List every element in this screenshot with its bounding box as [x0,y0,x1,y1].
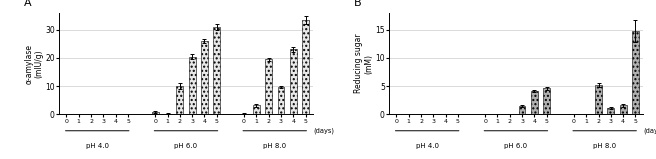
Text: pH 4.0: pH 4.0 [416,143,439,149]
Bar [265,59,272,114]
Y-axis label: Reducing sugar
(mM): Reducing sugar (mM) [354,34,374,93]
Bar [176,86,183,114]
Text: pH 8.0: pH 8.0 [593,143,616,149]
Bar [277,87,284,114]
Text: (days): (days) [644,128,656,134]
Text: pH 6.0: pH 6.0 [174,143,197,149]
Bar [302,20,309,114]
Bar [201,41,208,114]
Bar [543,88,550,114]
Bar [253,105,260,114]
Bar [620,105,626,114]
Bar [189,57,195,114]
Bar [152,112,159,114]
Bar [290,49,297,114]
Bar [607,108,614,114]
Text: pH 6.0: pH 6.0 [504,143,527,149]
Text: B: B [354,0,361,8]
Text: pH 8.0: pH 8.0 [263,143,286,149]
Text: (days): (days) [314,128,335,134]
Text: A: A [24,0,31,8]
Bar [519,106,525,114]
Text: pH 4.0: pH 4.0 [86,143,109,149]
Y-axis label: α-amylase
(mIU/g): α-amylase (mIU/g) [24,44,44,84]
Bar [595,85,602,114]
Bar [632,31,639,114]
Bar [213,27,220,114]
Bar [531,91,538,114]
